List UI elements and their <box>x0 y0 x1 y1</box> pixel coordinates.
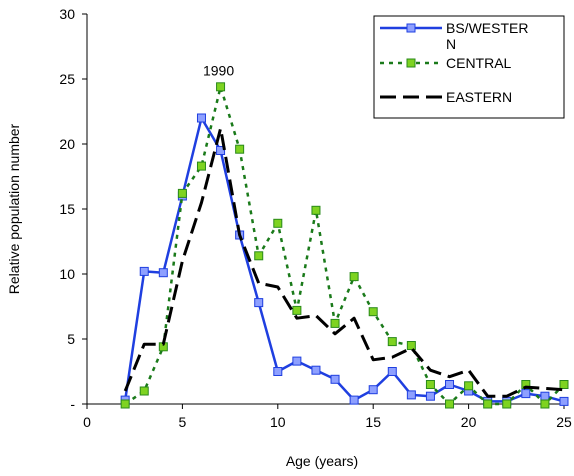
x-tick-label: 25 <box>556 414 572 430</box>
annotation-label: 1990 <box>203 63 234 79</box>
y-tick-label: 30 <box>59 6 75 22</box>
data-point <box>235 144 245 154</box>
data-point <box>425 380 435 389</box>
y-tick-label: 15 <box>59 201 75 217</box>
y-tick-label: 20 <box>59 136 75 152</box>
data-point <box>406 390 416 400</box>
y-tick-label: 5 <box>67 331 75 347</box>
annotation-layer: 1990 <box>203 63 234 79</box>
data-point <box>139 266 149 276</box>
data-point <box>349 395 359 405</box>
data-point <box>196 161 206 171</box>
legend-marker <box>406 23 416 33</box>
series-line <box>123 126 565 398</box>
data-point <box>254 298 264 308</box>
data-point <box>406 341 416 350</box>
data-point <box>483 399 493 409</box>
series-line <box>124 85 565 406</box>
axes: - 5 10 15 20 25 30 0 5 10 15 20 25 <box>59 6 572 430</box>
x-tick-label: 5 <box>179 414 187 430</box>
data-point <box>540 391 550 401</box>
legend-box <box>373 15 565 119</box>
data-point <box>559 380 569 389</box>
legend-label: N <box>446 36 456 52</box>
data-point <box>254 251 264 261</box>
x-tick-label: 15 <box>365 414 381 430</box>
data-point <box>368 307 378 317</box>
data-point <box>273 367 283 376</box>
data-point <box>216 82 226 92</box>
data-point <box>216 146 226 155</box>
y-axis-title: Relative population number <box>6 123 22 294</box>
legend-label: CENTRAL <box>446 55 512 71</box>
series-eastern <box>123 126 565 398</box>
data-point <box>177 188 187 198</box>
data-point <box>311 205 321 215</box>
data-point <box>464 381 474 391</box>
y-tick-label: 10 <box>59 266 75 282</box>
series-line <box>123 116 565 403</box>
x-tick-label: 0 <box>83 414 91 430</box>
data-point <box>368 385 378 395</box>
data-point <box>387 367 397 376</box>
data-point <box>425 391 435 401</box>
data-point <box>273 218 283 228</box>
data-point <box>139 386 149 396</box>
data-point <box>311 365 321 375</box>
series-layer <box>120 82 569 409</box>
x-tick-label: 10 <box>270 414 286 430</box>
legend-marker <box>406 58 416 68</box>
y-tick-label: 25 <box>59 71 75 87</box>
legend-label: EASTERN <box>446 89 512 105</box>
data-point <box>330 374 340 384</box>
series-central <box>120 82 569 409</box>
data-point <box>158 268 168 278</box>
data-point <box>196 113 206 123</box>
data-point <box>292 305 302 315</box>
data-point <box>292 356 302 366</box>
data-point <box>540 399 550 409</box>
data-point <box>502 399 512 409</box>
data-point <box>387 337 397 347</box>
x-axis-title: Age (years) <box>286 453 358 469</box>
y-tick-label: - <box>70 396 75 412</box>
data-point <box>559 396 569 406</box>
series-bs-western <box>120 113 569 406</box>
data-point <box>521 389 531 399</box>
data-point <box>120 399 130 409</box>
data-point <box>349 272 359 282</box>
x-tick-label: 20 <box>461 414 477 430</box>
legend-label: BS/WESTER <box>446 20 528 36</box>
data-point <box>445 399 455 409</box>
data-point <box>330 318 340 328</box>
data-point <box>445 380 455 389</box>
